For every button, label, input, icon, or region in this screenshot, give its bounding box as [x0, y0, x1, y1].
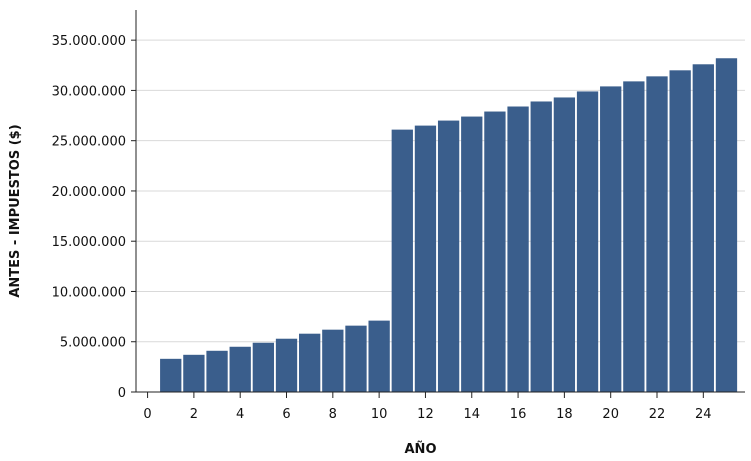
y-tick-label: 35.000.000 — [52, 34, 126, 49]
y-tick-label: 0 — [118, 386, 126, 401]
bar — [183, 354, 205, 392]
bar — [715, 58, 738, 393]
y-tick-label: 20.000.000 — [52, 185, 126, 200]
x-tick-label: 6 — [282, 407, 290, 422]
bar — [530, 101, 552, 393]
x-tick-label: 16 — [510, 407, 527, 422]
x-tick-label: 8 — [329, 407, 337, 422]
bar — [160, 358, 182, 392]
bar — [299, 333, 321, 392]
bar — [368, 320, 390, 392]
x-tick-label: 20 — [602, 407, 619, 422]
x-tick-label: 22 — [649, 407, 666, 422]
x-axis-ticks: 0 2 4 6 8 10 12 14 16 18 20 22 24 — [143, 392, 712, 422]
bar — [252, 342, 275, 392]
x-tick-label: 18 — [556, 407, 573, 422]
bar — [623, 81, 645, 392]
x-tick-label: 10 — [371, 407, 388, 422]
bar — [229, 346, 251, 392]
bar — [275, 338, 298, 392]
y-tick-label: 5.000.000 — [60, 336, 126, 351]
bar — [322, 329, 344, 392]
y-tick-label: 30.000.000 — [52, 84, 126, 99]
x-axis-label: AÑO — [405, 441, 437, 457]
axes — [135, 10, 745, 393]
y-tick-label: 10.000.000 — [52, 285, 126, 300]
bar — [345, 325, 367, 392]
x-tick-label: 2 — [190, 407, 198, 422]
x-tick-label: 0 — [143, 407, 151, 422]
x-tick-label: 24 — [695, 407, 712, 422]
y-tick-label: 15.000.000 — [52, 235, 126, 250]
bar — [437, 120, 460, 392]
bar — [600, 86, 622, 393]
y-axis-label: ANTES - IMPUESTOS ($) — [8, 124, 23, 297]
bar — [414, 125, 437, 393]
bars — [160, 58, 738, 393]
x-tick-label: 14 — [463, 407, 480, 422]
bar — [692, 64, 714, 392]
bar — [484, 111, 506, 392]
y-axis-ticks: 0 5.000.000 10.000.000 15.000.000 20.000.000… — [52, 34, 136, 401]
bar — [553, 97, 576, 393]
bar — [391, 129, 413, 392]
bar — [206, 350, 228, 392]
y-tick-label: 25.000.000 — [52, 135, 126, 150]
bar — [576, 91, 599, 392]
x-tick-label: 12 — [417, 407, 434, 422]
bar — [669, 70, 691, 392]
bar — [646, 76, 668, 393]
x-tick-label: 4 — [236, 407, 244, 422]
bar — [461, 116, 483, 392]
bar — [507, 106, 529, 393]
